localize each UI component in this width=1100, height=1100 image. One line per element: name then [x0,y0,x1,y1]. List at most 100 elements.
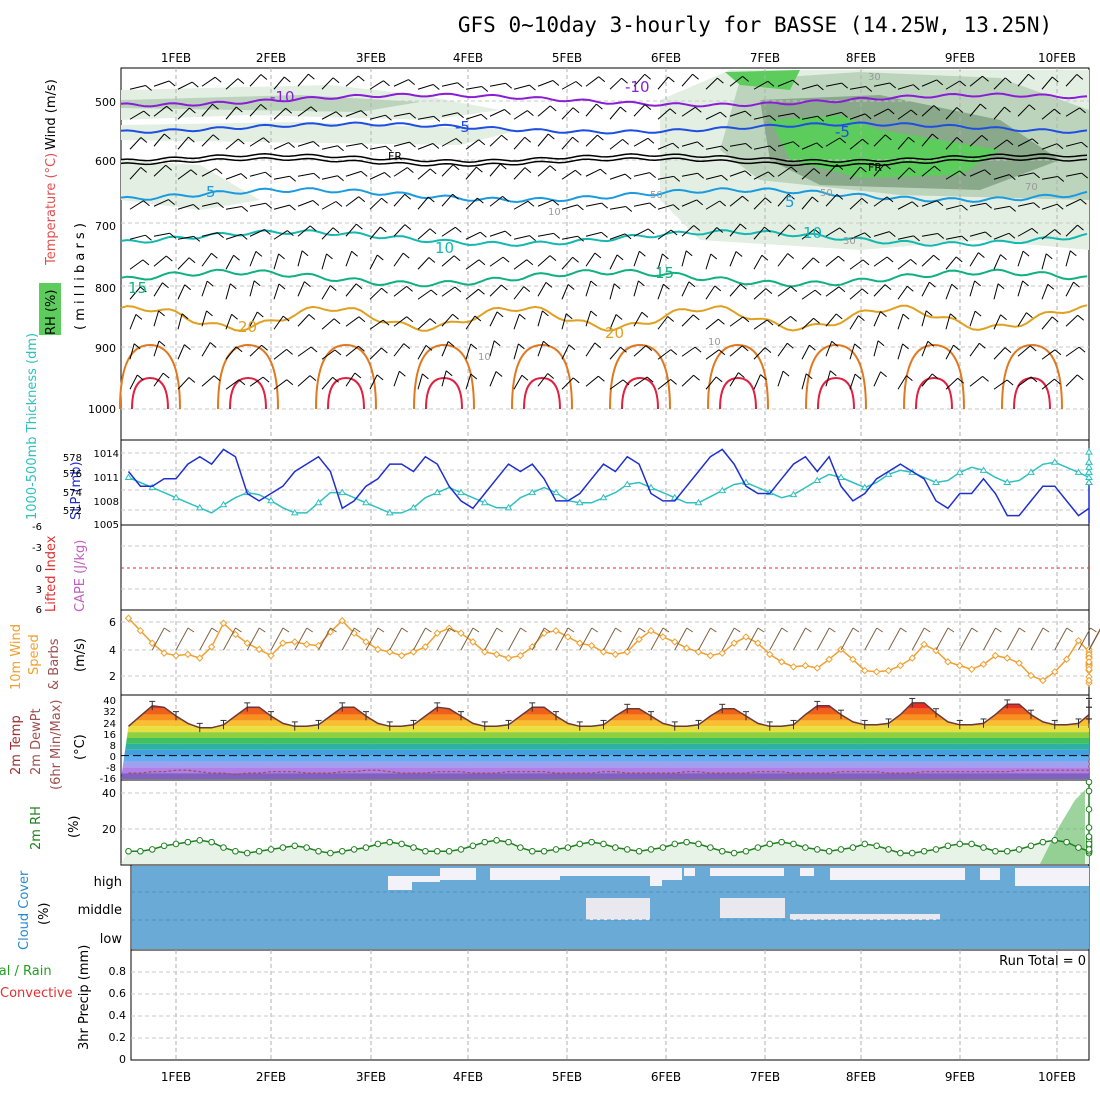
wind-barb-flag [404,224,412,230]
rh2m-series-point [576,840,584,848]
wind10-barb [603,627,616,651]
thickness-series-point [694,498,703,506]
wind-barb [537,310,549,327]
wind-barb-shaft [705,349,720,360]
wind-barb [1017,345,1037,357]
wind10-series-point [279,639,287,647]
wind-barb-shaft [369,114,386,120]
wind-barb-shaft [705,285,716,300]
cloud-high-clear [800,868,814,876]
wind-barb-shaft [441,164,454,177]
rh-label-8: 10 [708,337,721,348]
rh2m-series-point [707,844,714,851]
wind-barb-shaft [201,232,218,237]
rh-tick-40: 40 [102,787,116,800]
wind-barb-shaft [777,224,790,237]
wind-barb [657,253,669,270]
wind-barb-shaft [681,346,696,357]
wind-barb-flag [888,231,896,237]
rh2m-area-high [1040,790,1085,864]
wind10-series-point [730,639,738,647]
wind-barb-shaft [681,172,698,177]
wind10-barb-flag [615,627,622,633]
rh2m-series-point [517,844,524,851]
wind-barb [537,255,557,267]
wind-barb-flag [549,255,557,261]
wind10-barb-flag [520,627,527,633]
wind10-barb-flag [425,627,432,633]
wind10-barb-flag [448,627,456,633]
wind-barb-shaft [873,231,890,237]
wind-barb [633,73,652,87]
isotherm-minus5 [120,121,1088,135]
wind-barb-shaft [345,372,356,387]
wind-barb-flag [813,168,821,174]
wind-barb [825,286,846,297]
wind-barb [513,110,534,120]
day-label-top: 5FEB [552,51,582,65]
wind-barb-shaft [417,373,423,390]
wind-barb-shaft [777,316,791,327]
wind-barb-flag [951,283,959,290]
wind-barb-shaft [801,168,815,180]
wind-barb [441,370,453,387]
wind-barb [705,376,723,390]
rh2m-series-point [825,847,833,855]
wind10-barb [864,627,878,651]
wind-barb-shaft [393,252,404,267]
wind-barb [801,228,821,240]
wind-barb [801,289,822,300]
wind-barb-shaft [297,73,309,87]
wind-barb [921,165,941,177]
temp-color-bands [121,699,1089,779]
wind-barb-flag [478,139,486,146]
wind-barb [633,104,652,117]
wind-barb-flag [864,232,871,239]
wind-barb-shaft [345,345,359,357]
rh2m-series-point [433,847,441,855]
wind-barb-flag [214,76,222,83]
wind-barb-shaft [801,228,815,240]
contour-label-p10b: 10 [803,224,822,242]
wind-barb-shaft [873,163,885,177]
wind-barb-flag [572,136,579,143]
rh2m-series-point [493,837,500,844]
precip-tick-08: 0.8 [109,965,127,978]
wind-barb-shaft [849,113,866,120]
wind-barb [873,134,892,147]
thickness-series-point [457,488,465,496]
wind-barb-flag [645,345,653,351]
wind-barb [609,346,627,360]
precip-panel-frame [130,949,1090,1061]
wind-barb-shaft [777,79,793,87]
wind10-barb [840,627,854,651]
wind-barb [489,196,509,207]
day-label-top: 2FEB [256,51,286,65]
rh2m-series-point [956,840,964,848]
isotherm-25-lobe [1001,343,1063,410]
wind-barb-flag [693,374,700,381]
wind-barb [465,113,488,120]
wind-barb-shaft [345,196,360,207]
wind-barb [561,81,583,90]
wind-barb [513,286,531,300]
temp-band [121,761,1089,768]
wind10-barb [555,627,569,651]
wind-barb [969,342,986,357]
wind-barb [633,228,655,237]
wind-barb-flag [455,138,463,144]
wind-barb-shaft [225,379,240,390]
wind-barb [897,285,914,300]
wind-barb [753,374,767,390]
wind-barb [921,340,935,357]
wind-barb-shaft [513,259,528,270]
wind-barb [1065,314,1085,327]
wind-barb-flag [838,255,845,262]
wind-barb [297,172,321,179]
wind10-series-point [956,661,964,670]
wind-barb-shaft [321,175,338,180]
wind-barb [417,373,429,390]
wind-barb-flag [908,167,916,174]
wind-barb [1041,176,1065,182]
wind-barb-shaft [681,225,695,237]
